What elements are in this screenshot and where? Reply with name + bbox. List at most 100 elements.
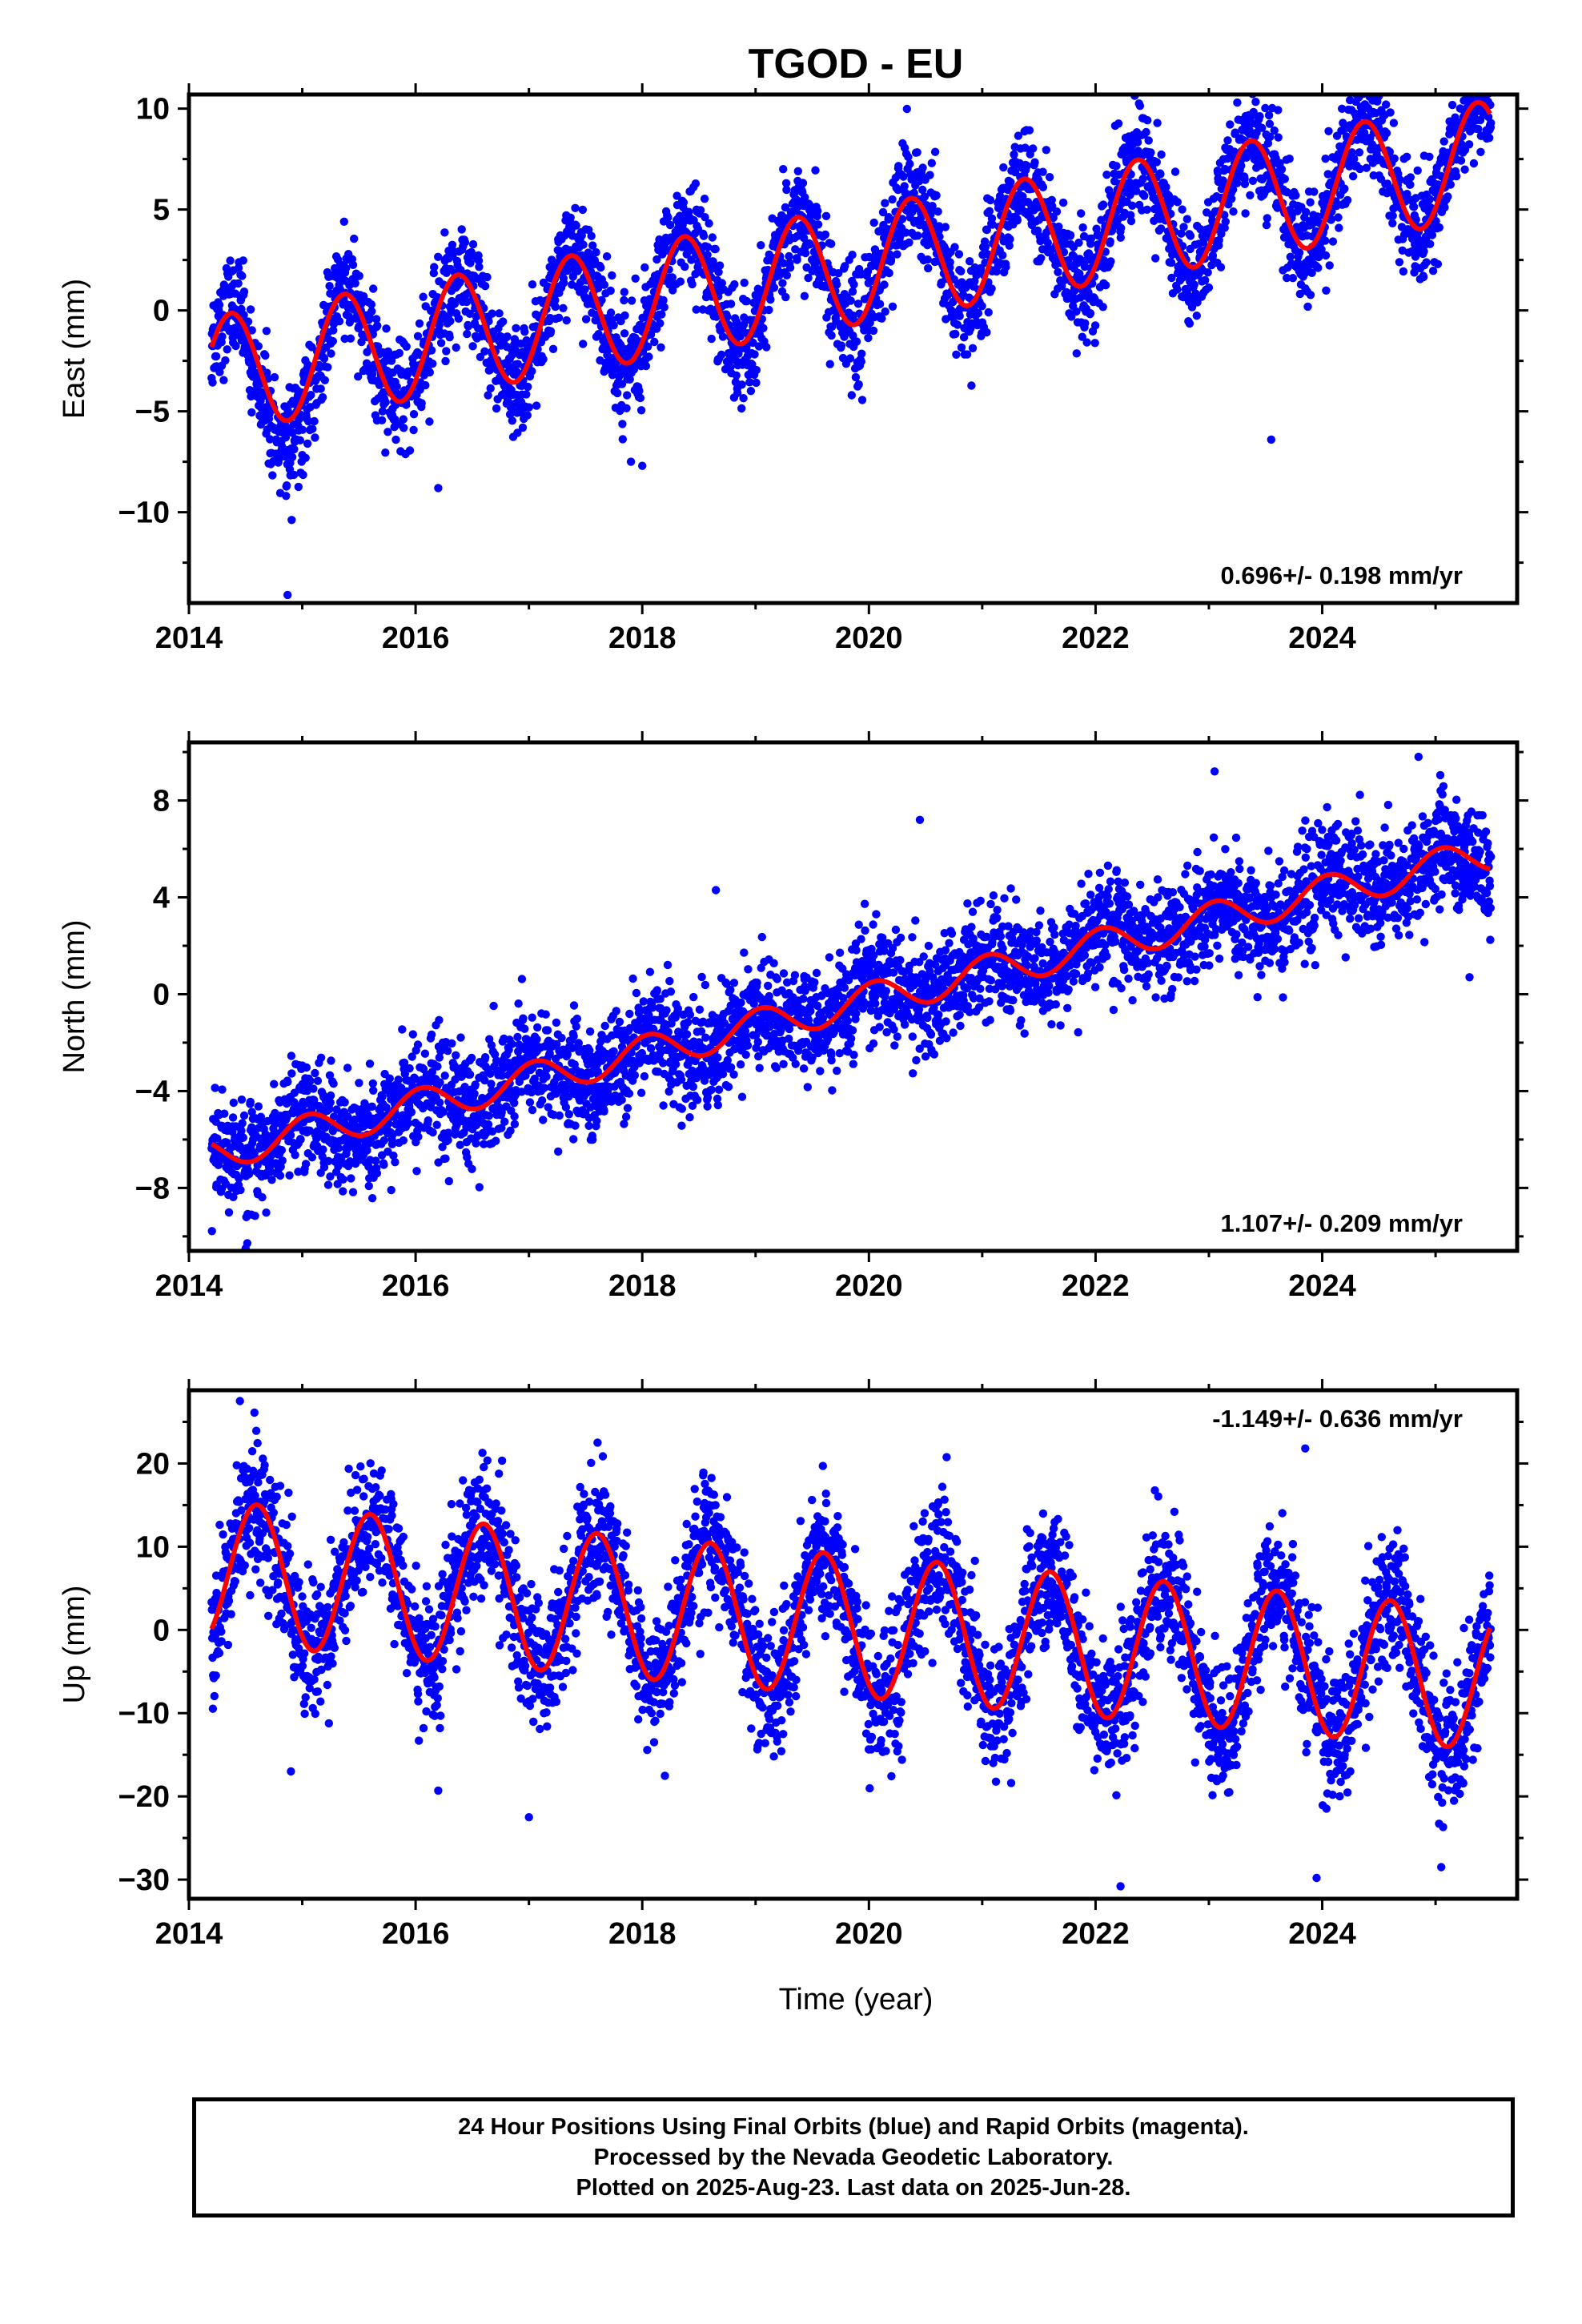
data-point	[926, 171, 934, 179]
data-point	[310, 416, 319, 426]
data-point	[398, 1025, 407, 1034]
data-point	[650, 337, 659, 347]
data-point	[340, 334, 349, 344]
data-point	[1334, 213, 1343, 222]
data-point	[514, 999, 523, 1008]
data-point	[1227, 195, 1236, 203]
data-point	[869, 326, 878, 336]
data-point	[1117, 223, 1126, 232]
data-point	[1186, 231, 1195, 240]
data-point	[1042, 146, 1051, 155]
data-point	[247, 326, 256, 335]
data-point	[801, 248, 810, 258]
data-point	[251, 1212, 259, 1220]
data-point	[294, 482, 303, 492]
data-point	[542, 1072, 551, 1081]
data-point	[1246, 191, 1255, 199]
data-point	[350, 234, 359, 243]
data-point	[934, 207, 942, 216]
x-tick-label: 2022	[1062, 621, 1130, 655]
data-point	[1133, 138, 1142, 147]
data-point	[552, 1018, 561, 1027]
data-point	[737, 404, 746, 413]
data-point	[585, 1027, 595, 1036]
data-point	[1140, 191, 1149, 200]
data-point	[258, 1192, 267, 1202]
data-point	[339, 1175, 347, 1184]
data-point	[399, 1136, 408, 1145]
data-point	[528, 1013, 536, 1022]
data-point	[888, 195, 897, 204]
data-point	[946, 258, 954, 267]
data-point	[881, 307, 889, 316]
data-point	[602, 252, 612, 261]
data-point	[492, 404, 501, 413]
data-point	[572, 1022, 580, 1031]
data-point	[1074, 238, 1083, 247]
data-point	[301, 1160, 311, 1168]
data-point	[304, 416, 313, 426]
data-point	[354, 372, 363, 381]
data-point	[413, 1040, 423, 1049]
data-point	[287, 516, 296, 525]
data-point	[1340, 184, 1349, 193]
data-point	[1406, 173, 1415, 182]
data-point	[705, 219, 713, 228]
data-point	[277, 1146, 287, 1155]
data-point	[510, 1112, 519, 1121]
data-point	[387, 1185, 396, 1195]
data-point	[228, 1113, 238, 1122]
data-point	[562, 316, 571, 325]
data-point	[404, 1119, 413, 1128]
data-point	[629, 365, 638, 374]
data-point	[1355, 78, 1363, 86]
data-point	[226, 256, 235, 265]
data-point	[318, 392, 327, 402]
data-point	[440, 228, 449, 237]
data-point	[224, 1208, 234, 1217]
data-point	[1321, 236, 1330, 245]
data-point	[301, 453, 310, 462]
data-point	[381, 448, 390, 457]
data-point	[572, 221, 580, 230]
data-point	[811, 166, 820, 175]
data-point	[1077, 209, 1086, 218]
data-point	[1476, 67, 1484, 75]
data-point	[1090, 339, 1099, 348]
data-point	[402, 342, 411, 351]
data-point	[395, 348, 404, 358]
data-point	[1348, 171, 1358, 181]
data-point	[984, 308, 993, 317]
data-point	[446, 316, 455, 326]
data-point	[357, 337, 366, 347]
data-point	[986, 195, 995, 205]
data-point	[377, 416, 387, 424]
data-point	[927, 159, 937, 167]
data-point	[893, 250, 901, 259]
x-tick-label: 2024	[1288, 621, 1356, 655]
data-point	[1321, 251, 1331, 260]
data-point	[1399, 267, 1408, 276]
data-point	[414, 1132, 423, 1141]
data-point	[436, 1098, 444, 1108]
data-point	[1435, 223, 1444, 232]
data-point	[1013, 216, 1022, 225]
data-point	[290, 444, 299, 454]
data-point	[613, 388, 622, 398]
data-point	[444, 1047, 452, 1055]
data-point	[270, 1080, 279, 1088]
data-point	[500, 1117, 509, 1126]
data-point	[313, 1076, 323, 1085]
data-point	[954, 250, 964, 259]
data-point	[1428, 267, 1438, 275]
data-point	[484, 391, 492, 400]
data-point	[307, 1153, 317, 1162]
y-tick-label: 10	[136, 93, 170, 127]
data-point	[1361, 65, 1369, 73]
data-point	[708, 233, 717, 242]
data-point	[854, 380, 863, 389]
data-point	[513, 428, 522, 437]
data-point	[800, 292, 809, 300]
data-point	[237, 1126, 246, 1136]
